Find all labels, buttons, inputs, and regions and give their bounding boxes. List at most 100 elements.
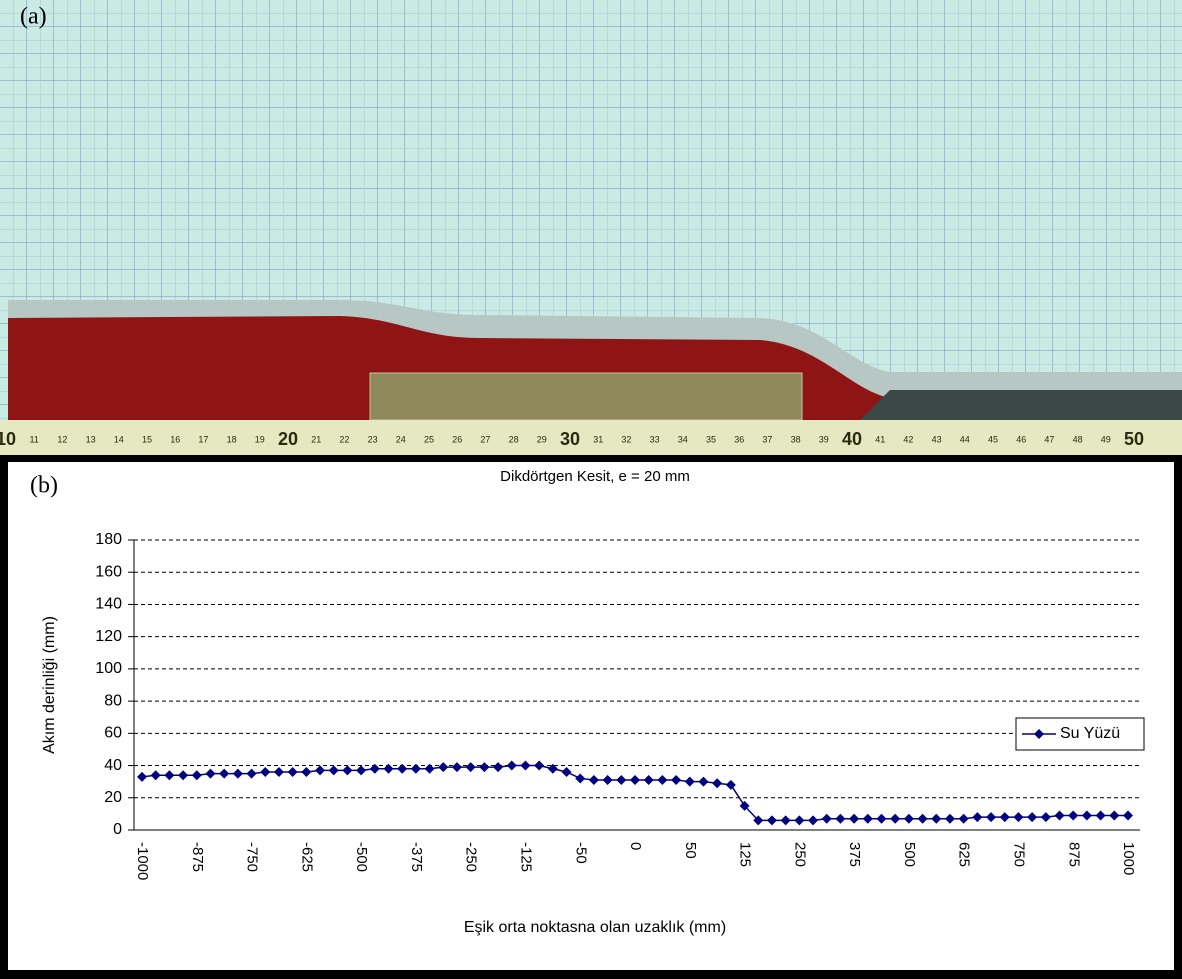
data-point <box>356 765 367 776</box>
data-point <box>137 771 147 782</box>
x-tick-label: -125 <box>517 842 534 872</box>
data-point <box>342 765 353 776</box>
y-tick-label: 180 <box>95 531 122 548</box>
downstream-water <box>860 390 1182 420</box>
data-point <box>1054 810 1065 821</box>
y-tick-label: 100 <box>95 660 122 677</box>
y-tick-label: 80 <box>104 692 122 709</box>
data-point <box>890 813 901 824</box>
x-tick-label: 625 <box>956 842 973 867</box>
x-tick-label: -750 <box>244 842 261 872</box>
y-tick-label: 60 <box>104 725 122 742</box>
data-point <box>438 762 449 773</box>
data-point <box>219 768 230 779</box>
ruler-label: 26 <box>452 434 462 444</box>
data-point <box>917 813 928 824</box>
data-point <box>479 762 490 773</box>
data-point <box>1027 812 1038 823</box>
ruler-label: 45 <box>988 434 998 444</box>
ruler-label: 17 <box>198 434 208 444</box>
chart-title: Dikdörtgen Kesit, e = 20 mm <box>500 468 690 485</box>
ruler-label: 23 <box>368 434 378 444</box>
data-point <box>766 815 777 826</box>
data-point <box>205 768 216 779</box>
data-point <box>547 763 558 774</box>
x-axis-title: Eşik orta noktasna olan uzaklık (mm) <box>464 919 726 936</box>
data-point <box>780 815 791 826</box>
ruler-label: 38 <box>791 434 801 444</box>
ruler-label: 25 <box>424 434 434 444</box>
x-tick-label: 250 <box>791 842 808 867</box>
data-point <box>821 813 832 824</box>
ruler-label: 11 <box>30 434 39 444</box>
x-tick-label: 0 <box>627 842 644 850</box>
ruler-label: 33 <box>650 434 660 444</box>
ruler-label: 48 <box>1073 434 1083 444</box>
sill-block <box>369 372 803 421</box>
data-point <box>164 770 175 781</box>
data-point <box>602 775 613 786</box>
ruler-label: 29 <box>537 434 547 444</box>
x-tick-label: -375 <box>408 842 425 872</box>
data-point <box>849 813 860 824</box>
data-point <box>862 813 873 824</box>
data-point <box>410 763 421 774</box>
ruler-label: 44 <box>960 434 970 444</box>
data-point <box>753 815 764 826</box>
x-tick-label: -625 <box>298 842 315 872</box>
ruler-label: 22 <box>339 434 349 444</box>
ruler-label: 28 <box>509 434 519 444</box>
data-point <box>506 760 517 771</box>
data-point <box>534 760 545 771</box>
data-point <box>1109 810 1120 821</box>
x-tick-label: 1000 <box>1120 842 1137 875</box>
panel-label: (b) <box>30 473 58 499</box>
x-tick-label: 875 <box>1065 842 1082 867</box>
x-tick-label: 500 <box>901 842 918 867</box>
data-point <box>287 767 298 777</box>
x-tick-label: -50 <box>572 842 589 864</box>
data-point <box>903 813 914 824</box>
data-point <box>493 762 504 773</box>
data-point <box>369 763 380 774</box>
data-point <box>725 779 736 790</box>
data-point <box>424 763 435 774</box>
x-tick-label: 750 <box>1010 842 1027 867</box>
data-point <box>150 770 161 781</box>
ruler-label: 24 <box>396 434 406 444</box>
data-point <box>643 775 654 786</box>
data-point <box>465 762 476 773</box>
ruler-label: 12 <box>57 434 67 444</box>
data-point <box>671 775 682 786</box>
x-tick-label: -875 <box>189 842 206 872</box>
data-point <box>972 812 983 823</box>
ruler-label: 14 <box>114 434 124 444</box>
data-point <box>191 770 202 781</box>
data-point <box>561 767 572 777</box>
data-point <box>944 813 955 824</box>
x-tick-label: -500 <box>353 842 370 872</box>
y-tick-label: 40 <box>104 757 122 774</box>
legend-marker <box>1034 729 1044 739</box>
data-point <box>328 765 339 776</box>
ruler-label: 32 <box>621 434 631 444</box>
data-point <box>616 775 627 786</box>
data-point <box>698 776 709 787</box>
data-point <box>986 812 997 823</box>
ruler <box>0 420 1182 455</box>
y-tick-label: 140 <box>95 596 122 613</box>
data-point <box>999 812 1010 823</box>
ruler-label: 46 <box>1016 434 1026 444</box>
x-tick-label: -1000 <box>134 842 151 880</box>
data-point <box>1013 812 1024 823</box>
ruler-label: 35 <box>706 434 716 444</box>
data-point <box>1081 810 1092 821</box>
data-point <box>520 760 531 771</box>
ruler-label: 36 <box>734 434 744 444</box>
ruler-label: 41 <box>875 434 885 444</box>
red-water <box>8 316 1182 420</box>
ruler-label: 50 <box>1124 429 1144 449</box>
ruler-label: 31 <box>593 434 603 444</box>
legend-label: Su Yüzü <box>1060 725 1120 742</box>
